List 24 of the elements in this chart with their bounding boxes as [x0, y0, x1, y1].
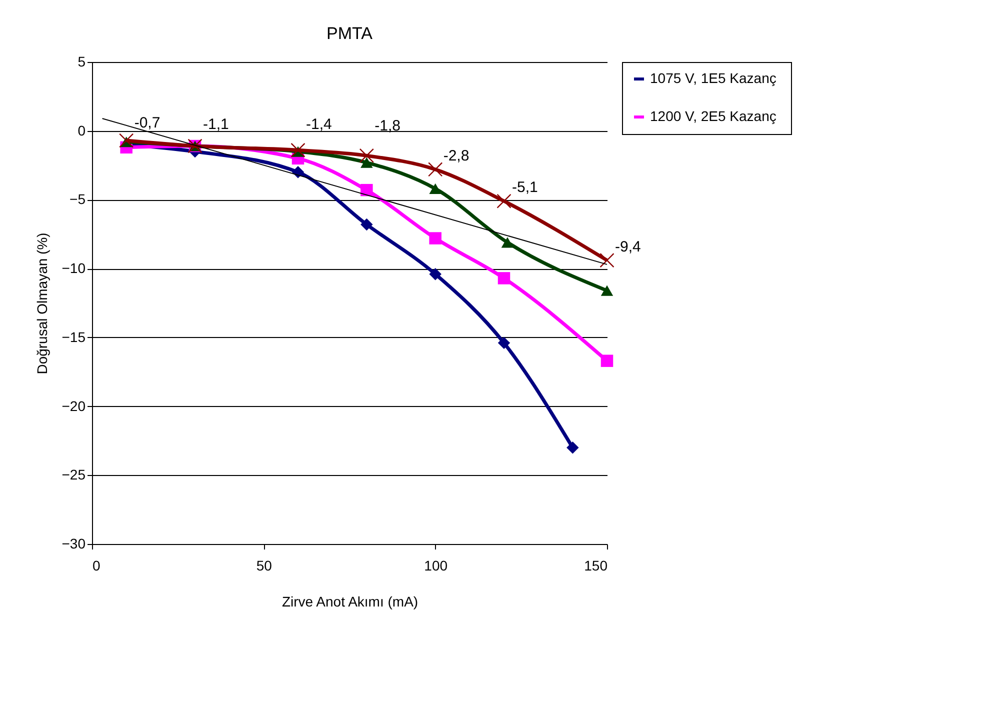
data-label: -1,4 [306, 116, 332, 134]
legend-label: 1200 V, 2E5 Kazanç [650, 108, 776, 124]
y-tick-label: −30 [62, 536, 86, 552]
x-axis-title: Zirve Anot Akımı (mA) [282, 594, 418, 610]
y-tick-label: −5 [70, 191, 86, 208]
x-tick-label: 150 [584, 558, 608, 574]
chart-title: PMTA [326, 24, 374, 43]
x-tick-label: 100 [424, 558, 448, 574]
y-axis-title: Doğrusal Olmayan (%) [34, 232, 50, 374]
y-tick-label: −15 [62, 328, 86, 345]
data-label: -1,8 [374, 118, 401, 135]
data-label: -1,1 [203, 116, 229, 134]
y-tick-label: −25 [62, 466, 86, 483]
data-label: -0,7 [134, 114, 160, 132]
y-tick-label: −20 [62, 398, 86, 414]
y-tick-label: 0 [78, 122, 86, 138]
y-tick-label: 5 [78, 54, 86, 70]
y-tick-label: −10 [62, 260, 86, 276]
data-label: -5,1 [512, 179, 538, 196]
x-tick-label: 0 [92, 558, 100, 574]
legend-label: 1075 V, 1E5 Kazanç [650, 70, 776, 86]
data-label: -9,4 [615, 238, 641, 256]
data-label: -2,8 [443, 147, 470, 164]
x-tick-label: 50 [256, 558, 272, 574]
